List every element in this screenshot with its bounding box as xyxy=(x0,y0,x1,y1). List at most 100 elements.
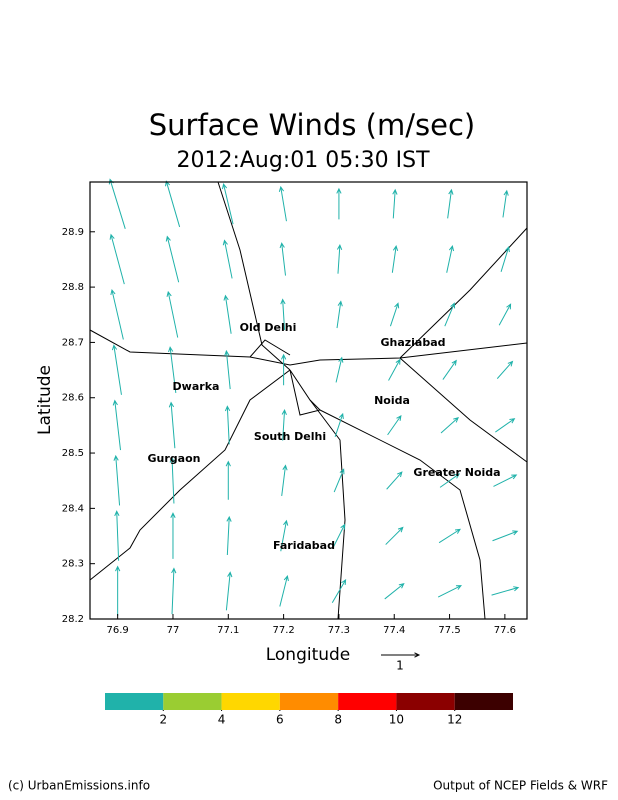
colorbar-box xyxy=(454,693,513,710)
wind-arrow xyxy=(109,233,125,285)
wind-arrow xyxy=(491,586,520,596)
wind-arrow xyxy=(495,418,516,433)
wind-arrow xyxy=(502,189,509,218)
place-label: Ghaziabad xyxy=(380,336,445,349)
wind-arrow xyxy=(168,401,176,449)
footer-left: (c) UrbanEmissions.info xyxy=(8,779,150,793)
wind-arrow xyxy=(166,290,179,338)
wind-arrow xyxy=(224,405,231,445)
wind-arrow xyxy=(223,294,232,334)
wind-arrow xyxy=(336,244,343,274)
wind-arrow xyxy=(391,245,399,273)
wind-arrow xyxy=(500,245,510,272)
reference-arrow xyxy=(381,652,421,658)
x-tick-label: 77.6 xyxy=(494,625,516,636)
chart-title: Surface Winds (m/sec) xyxy=(149,108,475,142)
wind-arrow xyxy=(385,526,404,545)
wind-arrow xyxy=(279,575,289,607)
wind-arrow xyxy=(279,242,287,276)
road xyxy=(249,339,291,358)
place-label: Dwarka xyxy=(173,380,220,393)
wind-arrow xyxy=(114,510,120,561)
y-axis-label: Latitude xyxy=(35,365,55,435)
wind-arrow xyxy=(108,178,126,229)
colorbar-box xyxy=(338,693,397,710)
colorbar-box xyxy=(105,693,164,710)
footer-right: Output of NCEP Fields & WRF xyxy=(433,779,608,793)
wind-arrow xyxy=(392,188,398,219)
wind-arrow xyxy=(446,245,455,273)
x-tick-label: 77 xyxy=(167,625,180,636)
wind-arrow xyxy=(386,471,403,490)
wind-arrow xyxy=(492,530,519,542)
wind-arrow xyxy=(280,353,287,386)
y-tick-label: 28.9 xyxy=(62,227,84,238)
y-tick-label: 28.6 xyxy=(62,393,84,404)
y-tick-label: 28.7 xyxy=(62,337,84,348)
colorbar-tick-label: 2 xyxy=(159,713,167,727)
colorbar-tick-label: 10 xyxy=(389,713,404,727)
wind-arrow xyxy=(444,302,456,327)
y-tick-label: 28.2 xyxy=(62,614,84,625)
place-label: South Delhi xyxy=(254,430,326,443)
wind-arrow xyxy=(278,185,287,222)
place-label: Gurgaon xyxy=(148,452,201,465)
wind-arrow xyxy=(170,512,176,559)
wind-arrow xyxy=(280,519,289,552)
wind-arrow xyxy=(165,180,181,228)
x-tick-label: 77.5 xyxy=(438,625,460,636)
wind-arrow xyxy=(493,474,518,487)
wind-arrow xyxy=(387,414,402,436)
x-tick-label: 77.4 xyxy=(383,625,405,636)
wind-arrow xyxy=(336,187,342,220)
wind-arrow xyxy=(440,417,459,434)
place-label: Old Delhi xyxy=(240,321,297,334)
wind-arrow xyxy=(169,456,175,504)
x-tick-label: 76.9 xyxy=(107,625,129,636)
wind-arrow xyxy=(225,571,233,611)
wind-arrow xyxy=(110,288,124,340)
roads xyxy=(89,181,528,620)
wind-arrow xyxy=(225,460,231,500)
wind-arrow xyxy=(224,349,231,390)
colorbar-tick-label: 8 xyxy=(334,713,342,727)
road xyxy=(399,357,528,463)
wind-arrow xyxy=(280,298,286,330)
wind-arrow xyxy=(113,454,121,506)
wind-arrow xyxy=(498,303,512,326)
wind-arrow xyxy=(388,358,401,381)
chart-subtitle: 2012:Aug:01 05:30 IST xyxy=(176,148,430,173)
wind-arrow xyxy=(496,360,514,379)
colorbar-tick-label: 4 xyxy=(218,713,226,727)
road xyxy=(319,409,486,620)
place-label: Greater Noida xyxy=(413,466,500,479)
colorbar-box xyxy=(221,693,280,710)
place-label: Faridabad xyxy=(273,539,335,552)
wind-field xyxy=(108,178,520,617)
colorbar-tick-label: 12 xyxy=(447,713,462,727)
wind-arrow xyxy=(334,412,344,437)
wind-arrow xyxy=(221,183,234,225)
wind-arrow xyxy=(437,585,462,598)
wind-arrow xyxy=(226,515,232,556)
wind-arrow xyxy=(384,583,405,600)
x-tick-label: 77.3 xyxy=(328,625,350,636)
wind-arrow xyxy=(439,473,460,488)
x-tick-label: 77.1 xyxy=(217,625,239,636)
wind-arrow xyxy=(171,567,177,615)
wind-arrow xyxy=(281,464,288,496)
wind-arrow xyxy=(112,399,122,451)
x-tick-label: 77.2 xyxy=(272,625,294,636)
road xyxy=(309,399,346,620)
wind-arrow xyxy=(332,523,346,548)
y-tick-label: 28.3 xyxy=(62,559,84,570)
colorbar-box xyxy=(163,693,222,710)
wind-arrow xyxy=(447,188,454,219)
wind-arrow xyxy=(168,346,177,393)
wind-arrow xyxy=(165,235,180,283)
wind-arrow xyxy=(111,344,122,395)
wind-arrow xyxy=(333,468,345,493)
wind-arrow xyxy=(331,578,347,603)
wind-arrow xyxy=(281,409,287,441)
